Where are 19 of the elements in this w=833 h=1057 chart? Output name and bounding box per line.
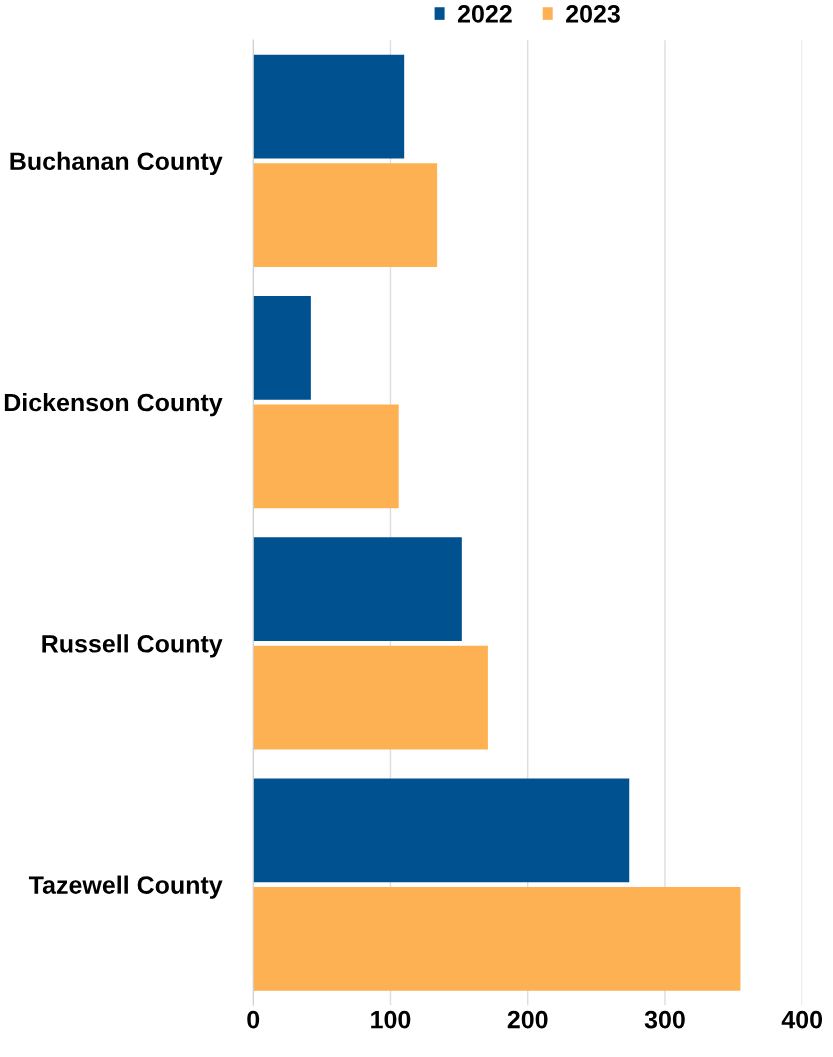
bar [253,404,399,509]
bar [253,295,311,400]
x-tick-label: 300 [644,1010,685,1029]
bar [253,778,630,883]
y-tick-label: Buchanan County [10,151,223,176]
y-tick-label: Russell County [42,634,223,658]
bar [253,645,488,750]
bar [253,54,405,159]
x-tick-label: 100 [371,1010,411,1029]
bar [253,537,462,641]
x-tick-label: 200 [507,1010,548,1029]
x-tick-label: 0 [247,1010,260,1029]
legend-label: 2023 [566,5,620,23]
y-tick-label: Tazewell County [28,875,223,899]
bar [253,163,438,267]
bar [253,886,741,991]
x-tick-label: 400 [781,1010,823,1029]
y-tick-label: Dickenson County [4,393,223,417]
legend-label: 2022 [457,5,512,23]
